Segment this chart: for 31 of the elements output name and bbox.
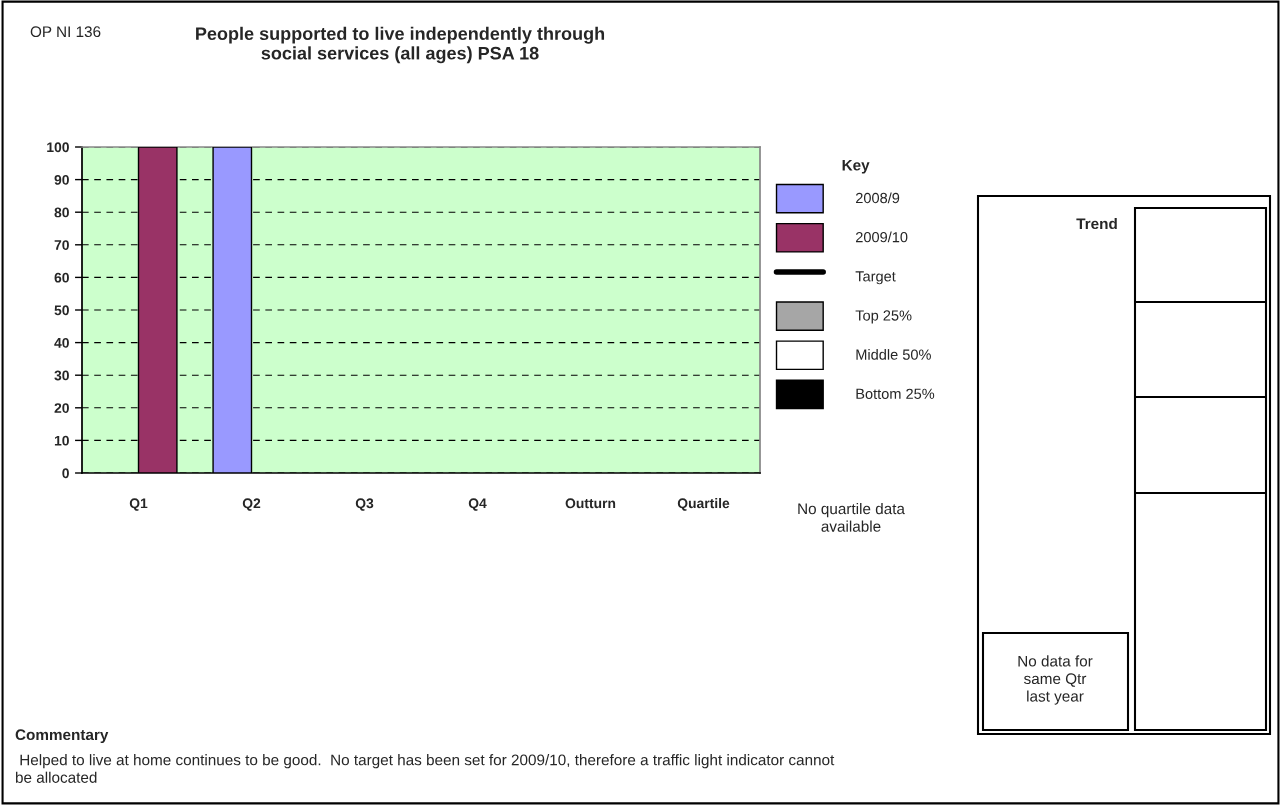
y-tick-label: 60 [54,272,69,283]
text: Commentary [15,729,109,744]
y-tick-label: 90 [54,174,69,185]
x-tick-label: Quartile [677,498,730,511]
y-tick-label: 70 [54,240,69,250]
y-tick-label: 20 [54,403,69,413]
y-tick-label: 50 [54,305,69,316]
legend-label: 2009/10 [856,231,908,243]
y-tick-label: 10 [54,435,69,446]
y-tick-label: 30 [54,370,69,381]
text: Trend [1076,217,1117,230]
x-tick-label: Q1 [129,498,148,511]
x-tick-label: Outturn [565,498,616,509]
y-tick-label: 40 [54,337,69,348]
x-tick-label: Q4 [468,498,487,511]
text: No quartile data available [798,503,905,532]
text: OP NI 136 [30,26,101,38]
chart-title: People supported to live independently through social services (all ages) PSA 18 [196,26,605,64]
x-tick-label: Q2 [242,498,261,511]
legend-title: Key [842,159,870,174]
text: No data for same Qtr last year [1018,655,1093,705]
legend-label: Top 25% [855,310,912,324]
legend-label: Middle 50% [856,349,931,360]
y-tick-label: 0 [62,468,69,479]
text: Helped to live at home continues to be good. No target has been set for 2009/10, therefore a traffic light indicator cannot be allocated [15,754,835,783]
legend-label: Bottom 25% [856,388,935,399]
y-tick-label: 80 [54,207,69,218]
legend-label: 2008/9 [856,192,900,204]
legend-label: Target [855,271,896,285]
y-tick-label: 100 [47,142,69,153]
x-tick-label: Q3 [355,498,374,511]
